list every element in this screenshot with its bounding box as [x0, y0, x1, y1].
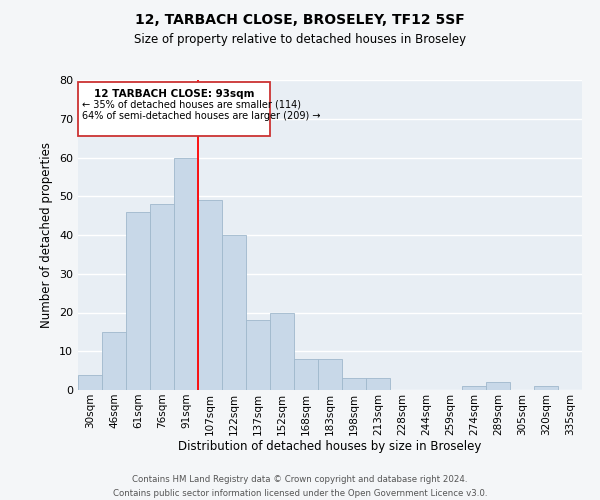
Bar — [198, 200, 222, 390]
Bar — [294, 359, 318, 390]
Bar — [174, 158, 198, 390]
Text: Contains HM Land Registry data © Crown copyright and database right 2024.
Contai: Contains HM Land Registry data © Crown c… — [113, 476, 487, 498]
Text: 64% of semi-detached houses are larger (209) →: 64% of semi-detached houses are larger (… — [82, 111, 320, 121]
Bar — [150, 204, 174, 390]
Text: 12 TARBACH CLOSE: 93sqm: 12 TARBACH CLOSE: 93sqm — [94, 88, 254, 99]
Y-axis label: Number of detached properties: Number of detached properties — [40, 142, 53, 328]
Bar — [270, 312, 294, 390]
Bar — [102, 332, 126, 390]
Bar — [366, 378, 390, 390]
Bar — [462, 386, 486, 390]
X-axis label: Distribution of detached houses by size in Broseley: Distribution of detached houses by size … — [178, 440, 482, 454]
Bar — [534, 386, 558, 390]
Bar — [78, 374, 102, 390]
FancyBboxPatch shape — [78, 82, 270, 136]
Bar — [486, 382, 510, 390]
Text: 12, TARBACH CLOSE, BROSELEY, TF12 5SF: 12, TARBACH CLOSE, BROSELEY, TF12 5SF — [135, 12, 465, 26]
Bar — [246, 320, 270, 390]
Bar — [126, 212, 150, 390]
Bar — [342, 378, 366, 390]
Text: ← 35% of detached houses are smaller (114): ← 35% of detached houses are smaller (11… — [82, 100, 301, 110]
Text: Size of property relative to detached houses in Broseley: Size of property relative to detached ho… — [134, 32, 466, 46]
Bar — [222, 235, 246, 390]
Bar — [318, 359, 342, 390]
